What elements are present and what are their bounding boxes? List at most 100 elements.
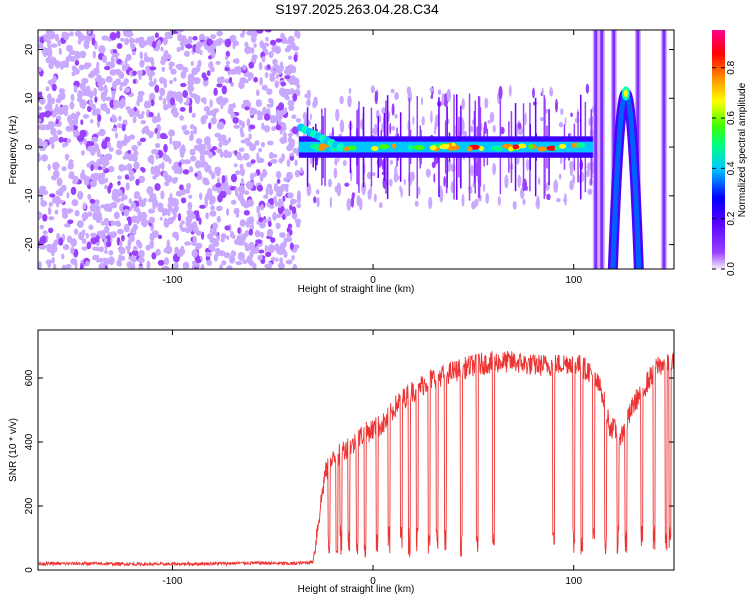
noise-blob bbox=[249, 172, 255, 181]
noise-blob bbox=[227, 190, 232, 195]
spectrogram-heatmap bbox=[38, 30, 667, 269]
noise-blob bbox=[277, 246, 285, 256]
noise-blob bbox=[213, 108, 220, 113]
noise-blob bbox=[470, 164, 474, 177]
noise-blob bbox=[107, 141, 111, 149]
noise-blob bbox=[232, 43, 236, 50]
noise-blob bbox=[275, 38, 283, 43]
noise-blob bbox=[162, 36, 168, 46]
noise-blob bbox=[92, 172, 100, 182]
noise-blob bbox=[138, 265, 144, 269]
noise-blob bbox=[260, 231, 264, 239]
noise-blob bbox=[158, 163, 164, 169]
noise-blob bbox=[83, 40, 88, 49]
noise-blob bbox=[74, 120, 79, 125]
noise-blob bbox=[230, 199, 237, 205]
noise-blob bbox=[258, 147, 263, 153]
noise-blob bbox=[536, 195, 540, 210]
noise-blob bbox=[537, 177, 541, 186]
noise-blob bbox=[176, 249, 184, 258]
noise-blob bbox=[39, 224, 45, 230]
band-hotspot bbox=[392, 143, 397, 149]
noise-blob bbox=[210, 66, 215, 73]
noise-blob bbox=[140, 120, 146, 125]
noise-blob bbox=[227, 265, 231, 269]
noise-blob bbox=[313, 196, 317, 204]
noise-blob bbox=[81, 103, 86, 110]
noise-blob bbox=[210, 117, 217, 125]
noise-blob bbox=[81, 212, 89, 221]
noise-blob bbox=[570, 112, 573, 118]
noise-blob bbox=[284, 107, 288, 114]
noise-blob bbox=[282, 213, 286, 220]
noise-blob bbox=[185, 39, 193, 45]
noise-blob bbox=[246, 217, 253, 222]
noise-blob bbox=[126, 163, 133, 172]
noise-blob bbox=[46, 244, 53, 248]
noise-blob bbox=[204, 136, 211, 145]
noise-blob bbox=[525, 185, 528, 191]
noise-blob bbox=[271, 126, 276, 132]
noise-blob bbox=[296, 84, 301, 89]
noise-blob bbox=[569, 160, 574, 170]
noise-blob bbox=[131, 51, 136, 56]
y-tick-label: 200 bbox=[24, 497, 35, 514]
noise-blob bbox=[75, 111, 81, 116]
noise-blob bbox=[79, 82, 84, 90]
noise-blob bbox=[144, 52, 148, 61]
noise-blob bbox=[157, 202, 164, 211]
noise-blob bbox=[148, 81, 155, 87]
noise-blob bbox=[202, 161, 209, 167]
noise-blob bbox=[524, 112, 527, 126]
noise-blob bbox=[39, 212, 43, 218]
noise-blob bbox=[161, 66, 165, 73]
noise-blob bbox=[238, 81, 245, 90]
noise-blob bbox=[90, 164, 94, 172]
noise-blob bbox=[294, 169, 301, 178]
noise-blob bbox=[558, 173, 562, 180]
noise-blob bbox=[133, 150, 139, 156]
noise-blob bbox=[119, 85, 123, 92]
noise-blob bbox=[179, 107, 186, 112]
noise-blob bbox=[336, 182, 342, 197]
noise-blob bbox=[163, 217, 168, 225]
noise-blob bbox=[56, 177, 63, 187]
noise-blob bbox=[167, 208, 171, 217]
noise-blob bbox=[66, 192, 70, 199]
noise-blob bbox=[396, 175, 400, 180]
noise-blob bbox=[253, 172, 258, 177]
noise-blob bbox=[270, 237, 276, 244]
noise-blob bbox=[291, 114, 297, 120]
noise-blob bbox=[130, 255, 137, 263]
noise-blob bbox=[192, 36, 198, 41]
noise-blob bbox=[45, 86, 50, 92]
noise-blob bbox=[38, 106, 43, 111]
noise-blob bbox=[147, 99, 152, 108]
noise-blob bbox=[265, 251, 272, 257]
noise-blob bbox=[118, 115, 122, 122]
noise-blob bbox=[210, 172, 216, 180]
noise-blob bbox=[163, 248, 168, 253]
y-tick-label: 0 bbox=[24, 567, 35, 573]
noise-blob bbox=[151, 148, 159, 155]
noise-blob bbox=[517, 176, 522, 183]
noise-blob bbox=[175, 190, 182, 197]
noise-blob bbox=[68, 173, 73, 179]
noise-blob bbox=[508, 84, 512, 97]
noise-blob bbox=[219, 264, 223, 269]
noise-blob bbox=[96, 246, 101, 252]
noise-blob bbox=[74, 210, 80, 217]
noise-blob bbox=[150, 99, 155, 107]
noise-blob bbox=[148, 208, 153, 214]
noise-blob bbox=[169, 192, 173, 202]
noise-blob bbox=[138, 175, 146, 184]
noise-blob bbox=[216, 83, 223, 88]
band-hotspot bbox=[546, 145, 557, 151]
noise-blob bbox=[132, 245, 138, 252]
noise-blob bbox=[154, 183, 161, 191]
noise-blob bbox=[204, 115, 209, 120]
noise-blob bbox=[208, 169, 213, 175]
noise-blob bbox=[89, 180, 97, 188]
noise-blob bbox=[195, 242, 203, 249]
noise-blob bbox=[94, 199, 100, 206]
